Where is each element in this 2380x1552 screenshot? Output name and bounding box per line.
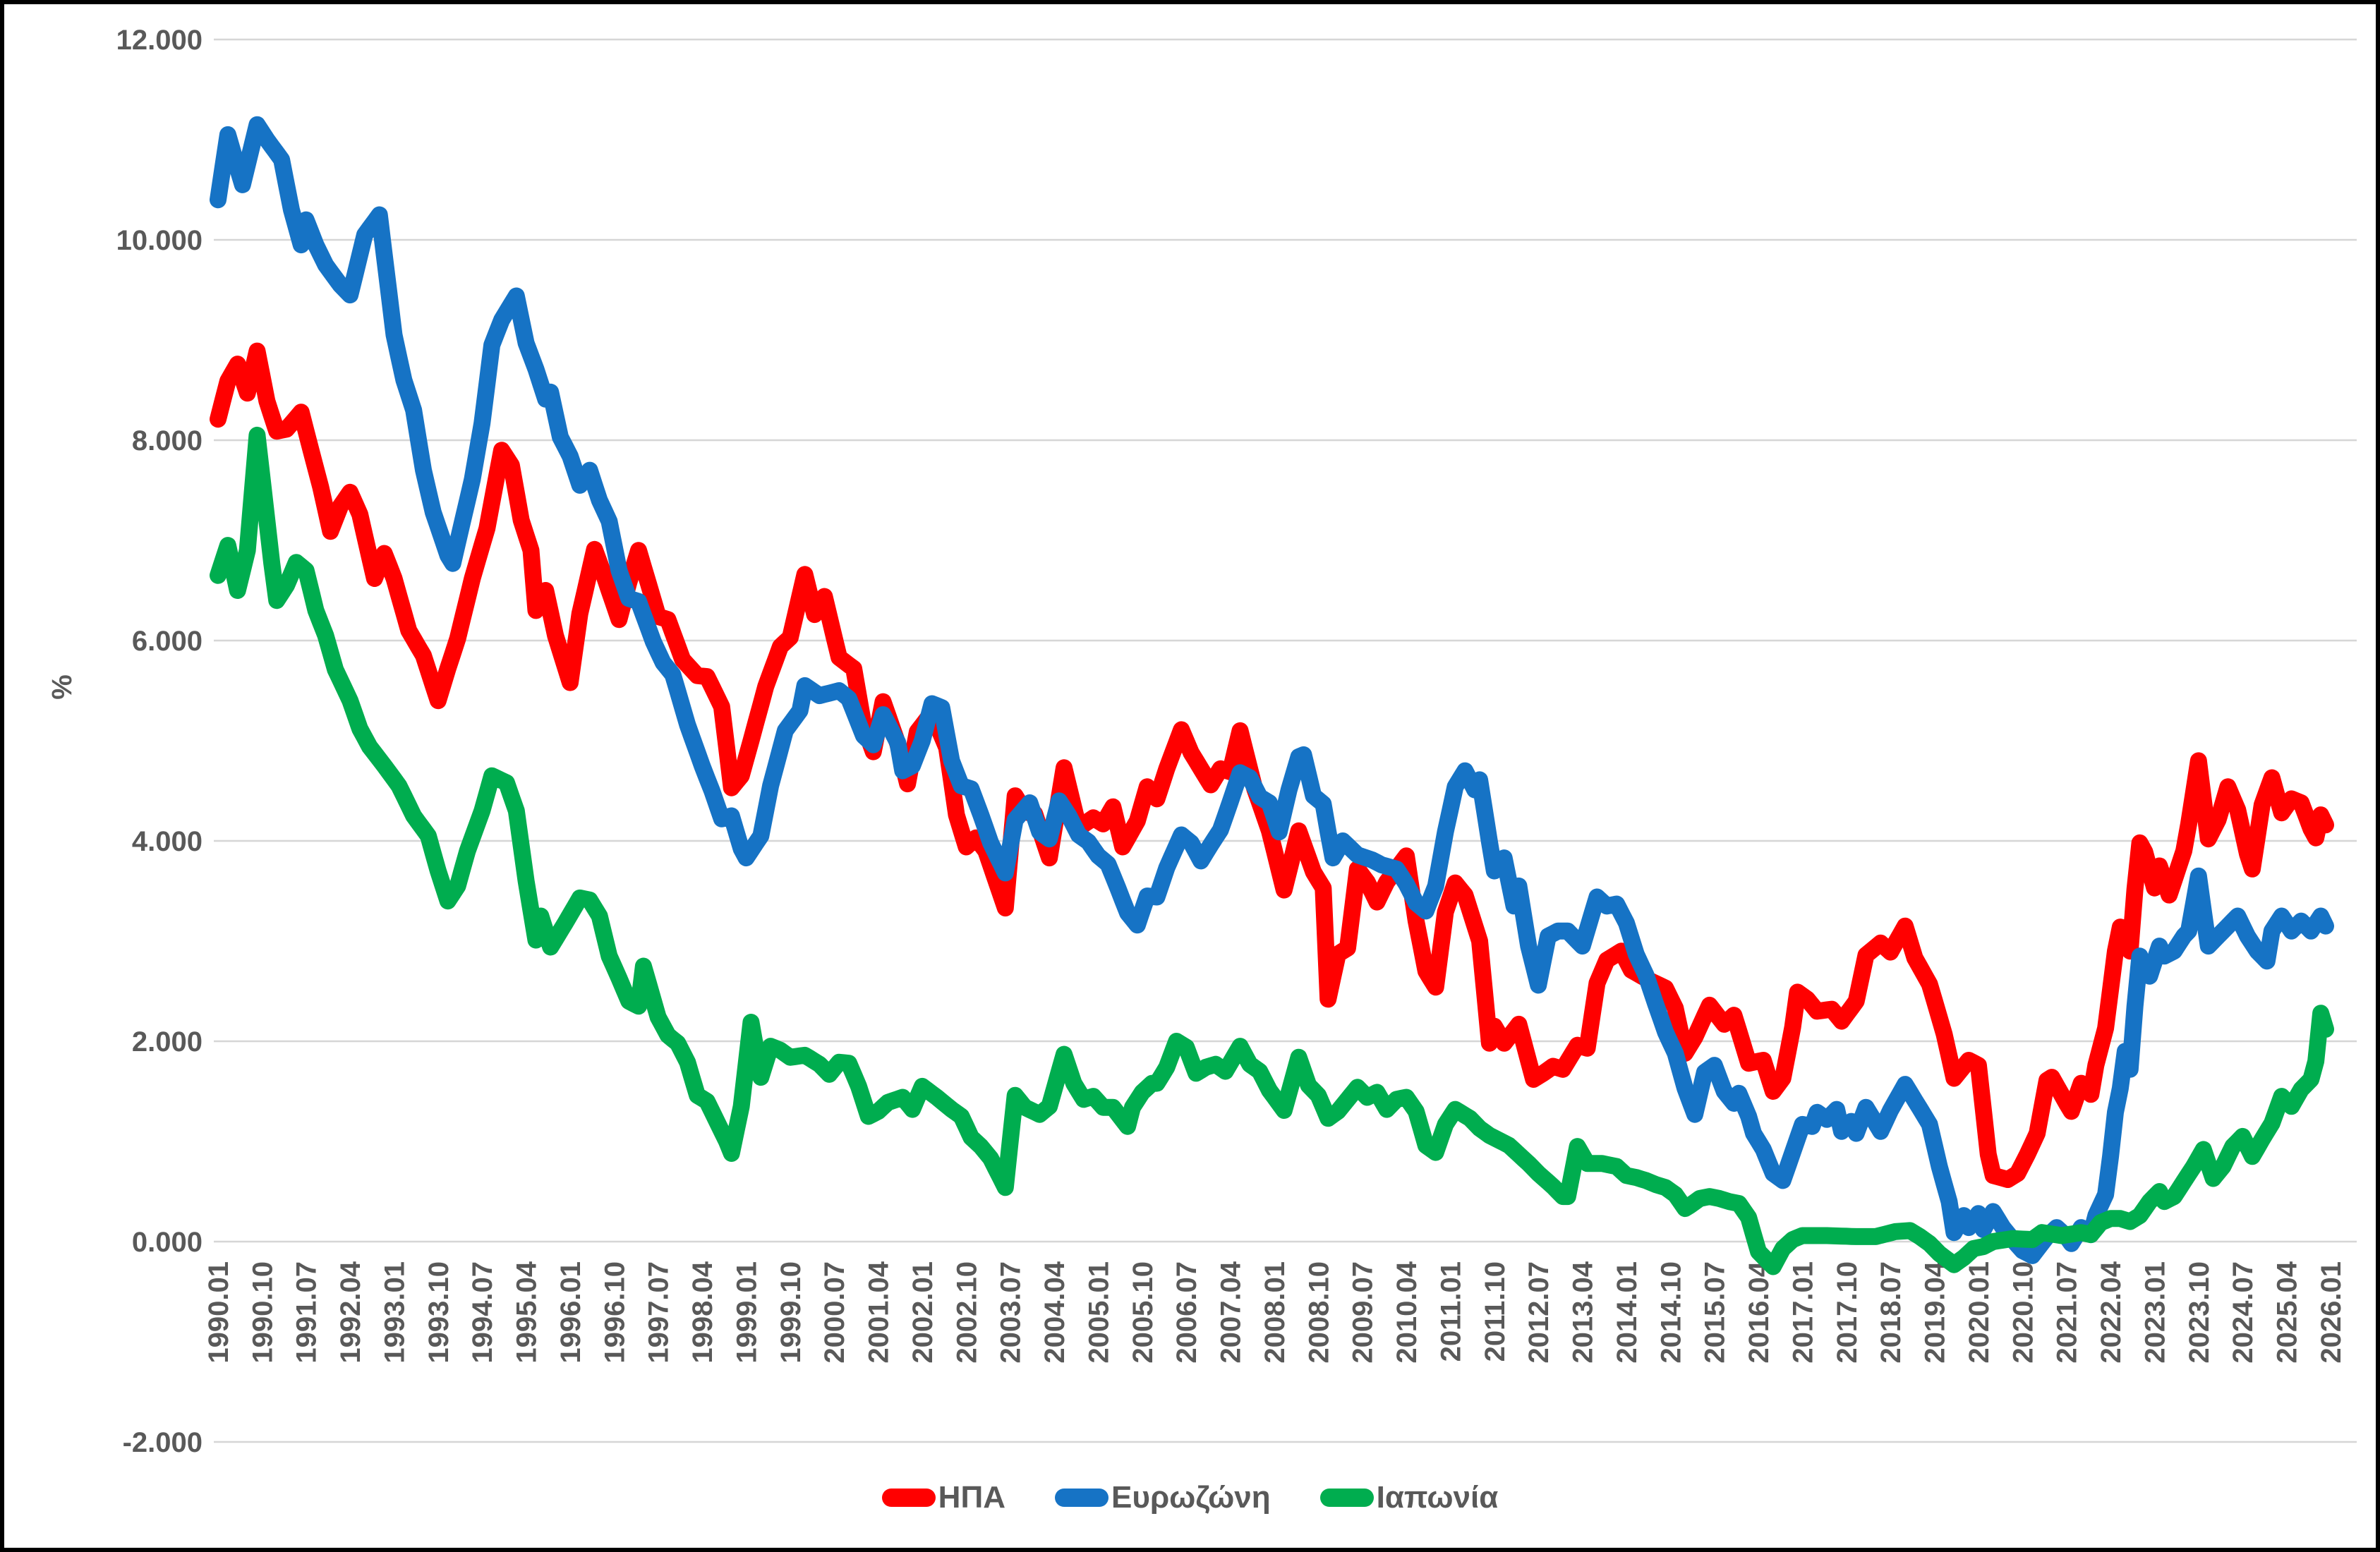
line-chart-canvas: 12.000 10.000 8.000 6.000 4.000 2.000 0.000 -2.… xyxy=(116,25,2357,1458)
x-tick-label: 2014.01 xyxy=(1612,1261,1643,1364)
y-tick-label: 0.000 xyxy=(132,1227,203,1258)
x-tick-label: 2011.10 xyxy=(1480,1261,1511,1362)
x-tick-label: 2002.10 xyxy=(951,1261,982,1364)
x-tick-label: 2019.04 xyxy=(1920,1261,1951,1363)
legend-swatch-japan xyxy=(1319,1489,1374,1507)
legend-label-eurozone: Ευρωζώνη xyxy=(1111,1480,1271,1515)
x-tick-label: 1995.04 xyxy=(512,1261,543,1363)
legend-item-japan: Ιαπωνία xyxy=(1319,1480,1499,1515)
x-tick-label: 2022.04 xyxy=(2096,1261,2127,1363)
x-tick-label: 2023.01 xyxy=(2139,1261,2170,1364)
x-tick-label: 2023.10 xyxy=(2184,1261,2215,1364)
x-tick-label: 2004.04 xyxy=(1039,1261,1070,1363)
series-line-usa xyxy=(210,342,2334,1188)
x-tick-label: 1998.04 xyxy=(687,1261,718,1363)
y-tick-label: 8.000 xyxy=(132,425,203,456)
x-tick-label: 1993.10 xyxy=(423,1261,454,1364)
x-tick-label: 2000.07 xyxy=(819,1261,850,1364)
x-tick-label: 1992.04 xyxy=(335,1261,366,1363)
legend-swatch-eurozone xyxy=(1055,1489,1109,1507)
x-tick-label: 2001.04 xyxy=(864,1261,895,1363)
x-tick-label: 1999.01 xyxy=(732,1261,763,1364)
x-tick-label: 2012.07 xyxy=(1523,1261,1554,1364)
legend-label-japan: Ιαπωνία xyxy=(1376,1480,1499,1515)
x-tick-label: 2025.04 xyxy=(2272,1261,2303,1363)
x-tick-label: 1999.10 xyxy=(775,1261,807,1364)
series-line-japan xyxy=(210,426,2334,1275)
x-tick-label: 2006.07 xyxy=(1171,1261,1202,1364)
x-tick-label: 1996.10 xyxy=(599,1261,630,1364)
x-tick-label: 1991.07 xyxy=(291,1261,322,1364)
legend: ΗΠΑ Ευρωζώνη Ιαπωνία xyxy=(4,1473,2376,1522)
x-tick-label: 2013.04 xyxy=(1568,1261,1599,1363)
legend-label-usa: ΗΠΑ xyxy=(938,1480,1005,1515)
x-tick-label: 2020.01 xyxy=(1964,1261,1995,1364)
y-tick-label: -2.000 xyxy=(123,1427,203,1458)
legend-item-eurozone: Ευρωζώνη xyxy=(1055,1482,1271,1513)
x-tick-label: 2015.07 xyxy=(1700,1261,1731,1364)
x-tick-label: 2009.07 xyxy=(1348,1261,1379,1364)
x-tick-label: 2014.10 xyxy=(1655,1261,1686,1364)
x-tick-label: 2020.10 xyxy=(2007,1261,2038,1364)
x-tick-label: 2017.10 xyxy=(1832,1261,1863,1364)
x-tick-label: 2017.01 xyxy=(1787,1261,1818,1364)
x-tick-label: 1990.10 xyxy=(247,1261,278,1364)
x-tick-label: 1994.07 xyxy=(467,1261,498,1364)
x-tick-label: 2008.01 xyxy=(1260,1261,1291,1364)
x-tick-label: 2005.01 xyxy=(1084,1261,1115,1364)
x-tick-label: 2005.10 xyxy=(1128,1261,1159,1364)
x-tick-label: 2024.07 xyxy=(2228,1261,2259,1364)
x-tick-label: 2018.07 xyxy=(1875,1261,1907,1364)
y-tick-label: 12.000 xyxy=(116,25,203,56)
x-tick-label: 1996.01 xyxy=(555,1261,586,1364)
series-line-eurozone xyxy=(210,116,2334,1264)
y-tick-label: 6.000 xyxy=(132,626,203,657)
legend-swatch-usa xyxy=(881,1489,936,1507)
x-tick-label: 2010.04 xyxy=(1391,1261,1422,1363)
x-tick-label: 1990.01 xyxy=(203,1261,234,1364)
y-tick-label: 4.000 xyxy=(132,826,203,857)
legend-item-usa: ΗΠΑ xyxy=(881,1480,1005,1515)
x-tick-label: 1997.07 xyxy=(644,1261,675,1364)
x-tick-label: 2021.07 xyxy=(2052,1261,2083,1364)
x-tick-label: 2002.01 xyxy=(907,1261,938,1364)
x-tick-label: 2016.04 xyxy=(1744,1261,1775,1363)
x-tick-label: 2011.01 xyxy=(1436,1261,1467,1362)
x-tick-label: 1993.01 xyxy=(380,1261,411,1364)
x-tick-label: 2008.10 xyxy=(1303,1261,1334,1364)
y-tick-label: 10.000 xyxy=(116,225,203,256)
x-tick-label: 2003.07 xyxy=(996,1261,1027,1364)
y-axis-title: % xyxy=(47,674,78,700)
x-tick-label: 2007.04 xyxy=(1216,1261,1247,1363)
x-tick-label: 2026.01 xyxy=(2316,1261,2347,1364)
y-tick-label: 2.000 xyxy=(132,1026,203,1057)
